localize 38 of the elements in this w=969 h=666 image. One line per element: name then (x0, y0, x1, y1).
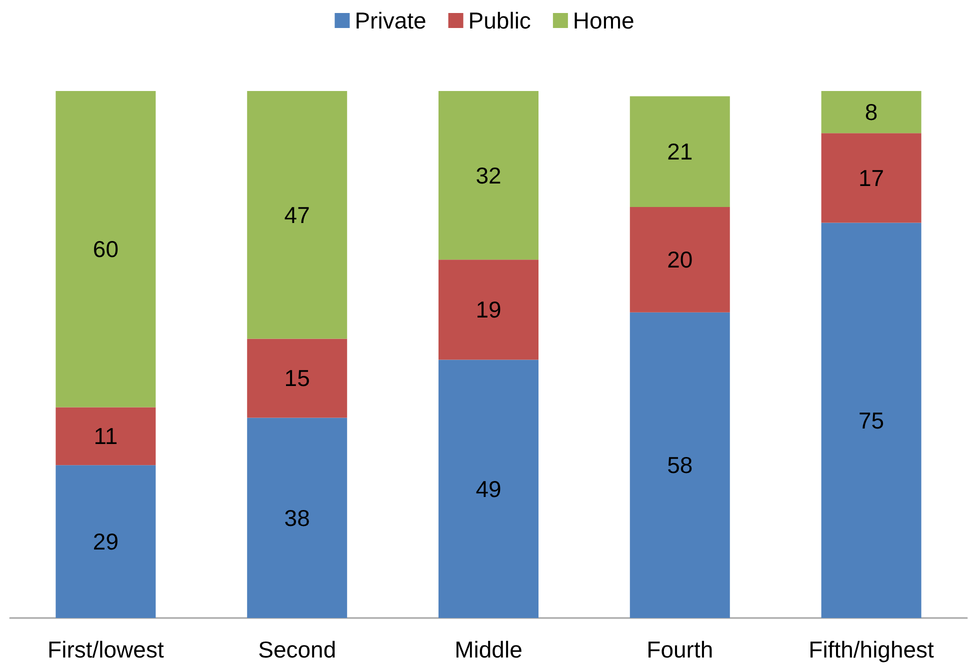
data-label: 21 (667, 138, 693, 165)
data-label: 58 (667, 452, 693, 478)
data-label: 47 (284, 202, 310, 228)
bar (247, 338, 348, 418)
data-label: 17 (858, 164, 884, 191)
data-label: 15 (284, 365, 310, 392)
legend-label: Home (572, 8, 634, 34)
data-label: 60 (92, 236, 118, 262)
data-label: 32 (476, 162, 502, 188)
x-tick-label: First/lowest (48, 636, 164, 662)
x-tick-label: Fourth (646, 636, 714, 662)
legend-label: Public (468, 8, 531, 34)
data-label: 11 (94, 423, 118, 450)
bar (438, 260, 538, 360)
bar (630, 96, 730, 207)
bar (56, 465, 156, 618)
bar (821, 133, 922, 223)
bar (630, 312, 730, 618)
data-label: 19 (476, 296, 502, 323)
data-label: 75 (858, 407, 884, 434)
bar (630, 206, 730, 312)
bar (56, 91, 156, 408)
x-tick-label: Second (258, 636, 336, 662)
legend-label: Private (354, 8, 426, 34)
data-label: 8 (864, 99, 878, 126)
bar (438, 360, 538, 618)
x-tick-label: Middle (454, 636, 522, 662)
data-label: 20 (667, 246, 693, 273)
data-label: 38 (284, 504, 310, 531)
bar (821, 91, 922, 134)
x-tick-label: Fifth/highest (808, 636, 935, 662)
bar (821, 222, 922, 618)
bar (247, 418, 348, 618)
bar (438, 91, 538, 260)
bar (247, 91, 348, 339)
bar (56, 407, 156, 466)
data-label: 29 (92, 528, 118, 555)
data-label: 49 (476, 476, 502, 502)
